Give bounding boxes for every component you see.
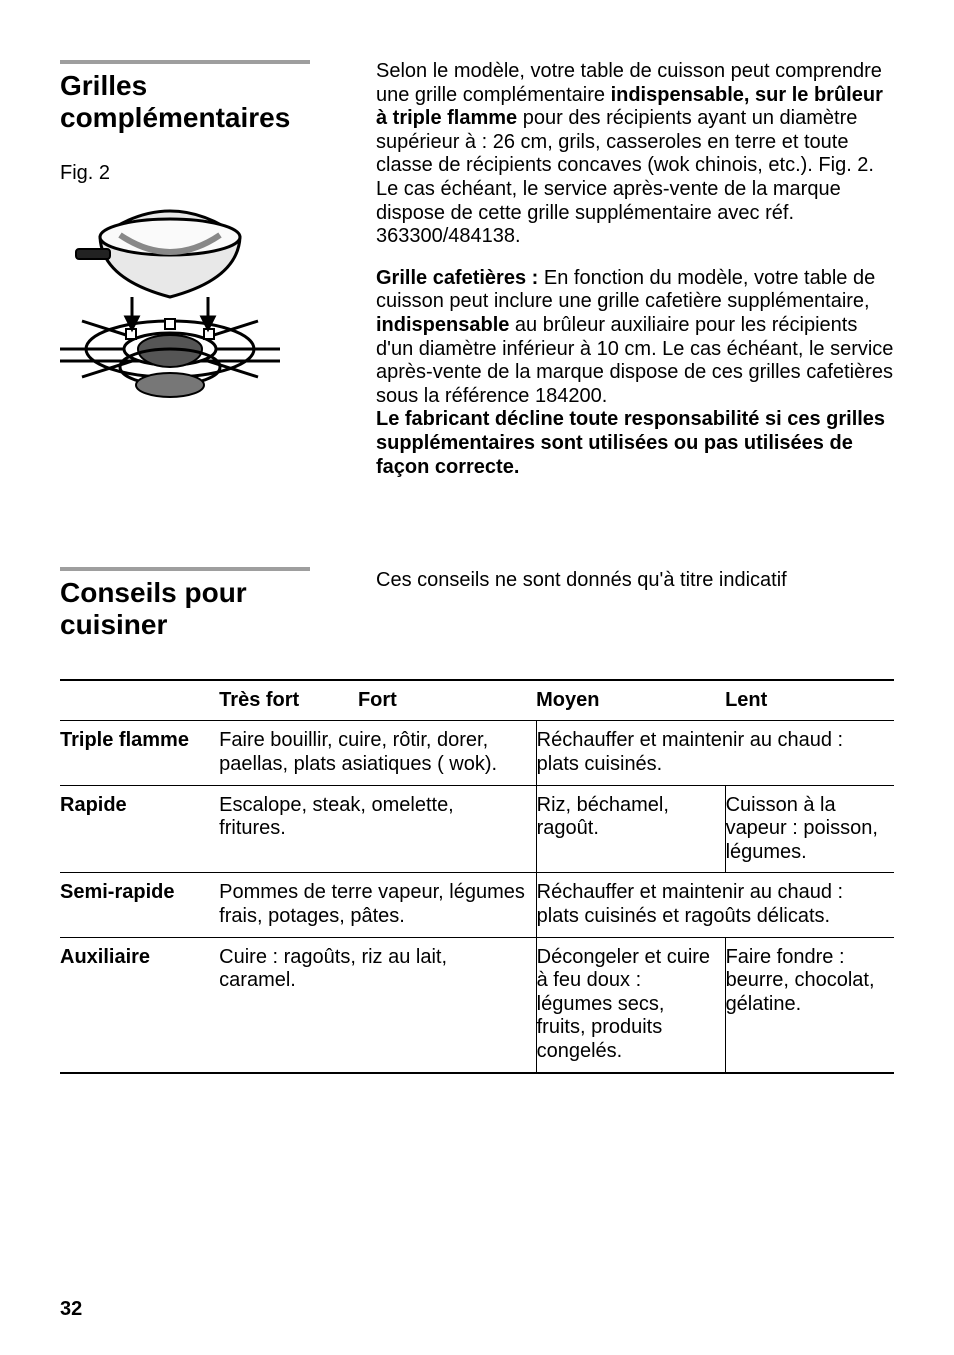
page-number: 32 <box>60 1298 82 1321</box>
section-title-conseils: Conseils pour cuisiner <box>60 577 340 641</box>
intro-text: Ces conseils ne sont donnés qu'à titre i… <box>376 569 894 593</box>
cell: Riz, béchamel, ragoût. <box>536 785 725 873</box>
bold-text: indispensable <box>376 314 509 336</box>
row-label: Auxiliaire <box>60 937 219 1072</box>
cell: Décongeler et cuire à feu doux : légumes… <box>536 937 725 1072</box>
table-row: Triple flamme Faire bouillir, cuire, rôt… <box>60 721 894 785</box>
cell: Réchauffer et maintenir au chaud : plats… <box>536 873 894 937</box>
section-rule <box>60 60 310 64</box>
section-rule <box>60 567 310 571</box>
bold-text: Le fabricant décline toute responsabilit… <box>376 408 885 477</box>
table-row: Auxiliaire Cuire : ragoûts, riz au lait,… <box>60 937 894 1072</box>
cell: Faire fondre : beurre, chocolat, gélatin… <box>725 937 894 1072</box>
header-moyen: Moyen <box>536 680 725 721</box>
row-label: Rapide <box>60 785 219 873</box>
cell: Escalope, steak, omelette, fritures. <box>219 785 536 873</box>
section-title-grilles: Grilles complémentaires <box>60 70 340 134</box>
header-lent: Lent <box>725 680 894 721</box>
manual-page: Grilles complémentaires Fig. 2 <box>0 0 954 1355</box>
cooking-advice-table: Très fort Fort Moyen Lent Triple flamme … <box>60 679 894 1073</box>
table-header-row: Très fort Fort Moyen Lent <box>60 680 894 721</box>
header-tres-fort: Très fort <box>219 680 358 721</box>
row-label: Triple flamme <box>60 721 219 785</box>
right-column: Ces conseils ne sont donnés qu'à titre i… <box>376 567 894 657</box>
cell: Cuire : ragoûts, riz au lait, caramel. <box>219 937 536 1072</box>
cell: Pommes de terre vapeur, légumes frais, p… <box>219 873 536 937</box>
table-row: Semi-rapide Pommes de terre vapeur, légu… <box>60 873 894 937</box>
left-column: Conseils pour cuisiner <box>60 567 340 657</box>
cell: Faire bouillir, cuire, rôtir, dorer, pae… <box>219 721 536 785</box>
table-row: Rapide Escalope, steak, omelette, fritur… <box>60 785 894 873</box>
wok-support-icon <box>60 189 280 409</box>
cell: Cuisson à la vapeur : poisson, légumes. <box>725 785 894 873</box>
section-conseils: Conseils pour cuisiner Ces conseils ne s… <box>60 567 894 657</box>
header-blank <box>60 680 219 721</box>
row-label: Semi-rapide <box>60 873 219 937</box>
left-column: Grilles complémentaires Fig. 2 <box>60 60 340 497</box>
para-2: Grille cafetières : En fonction du modèl… <box>376 267 894 479</box>
right-column: Selon le modèle, votre table de cuisson … <box>376 60 894 497</box>
para-1: Selon le modèle, votre table de cuisson … <box>376 60 894 249</box>
figure-caption: Fig. 2 <box>60 162 340 185</box>
bold-text: Grille cafetières : <box>376 267 538 289</box>
section-grilles: Grilles complémentaires Fig. 2 <box>60 60 894 497</box>
header-fort: Fort <box>358 680 536 721</box>
figure-2-wok-diagram <box>60 189 280 409</box>
cell: Réchauffer et maintenir au chaud : plats… <box>536 721 894 785</box>
